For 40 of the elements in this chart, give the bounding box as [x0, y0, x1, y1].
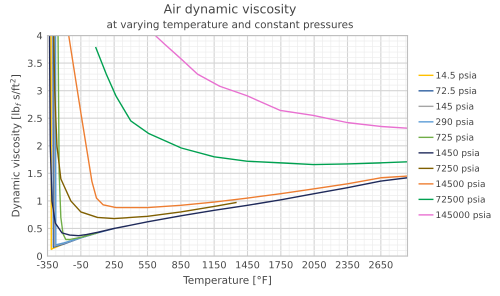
chart-subtitle: at varying temperature and constant pressures [107, 20, 353, 30]
y-tick-label: 0 [37, 252, 42, 260]
y-tick-label: 0.5 [28, 224, 42, 232]
y-tick-label: 1.5 [28, 170, 42, 178]
legend-label: 7250 psia [436, 164, 479, 174]
line-series [50, 36, 65, 250]
legend-label: 14500 psia [436, 180, 485, 189]
x-tick-label: -50 [73, 261, 88, 268]
y-tick-label: 3.5 [28, 60, 42, 67]
y-axis-title: Dynamic viscosity [lb$_{f}$ s/ft$^{2}$] [10, 75, 22, 216]
legend-label: 72500 psia [436, 196, 485, 204]
x-tick-label: 2350 [336, 261, 360, 268]
x-tick-label: 2650 [369, 261, 393, 268]
x-tick-label: -350 [36, 261, 58, 268]
legend-label: 290 psia [436, 118, 474, 127]
legend-label: 725 psia [436, 134, 474, 142]
x-tick-label: 550 [138, 261, 156, 268]
x-tick-label: 1750 [270, 261, 293, 268]
line-series [52, 36, 115, 248]
legend-label: 145 psia [436, 102, 474, 112]
x-tick-label: 850 [172, 261, 190, 268]
line-series [154, 36, 408, 129]
y-tick-label: 2.5 [28, 114, 42, 122]
x-tick-label: 1450 [236, 261, 260, 268]
chart-title: Air dynamic viscosity [164, 4, 296, 16]
y-tick-label: 3 [37, 87, 42, 94]
line-series [68, 36, 408, 208]
legend-label: 1450 psia [436, 149, 479, 158]
legend-label: 14.5 psia [436, 72, 476, 80]
x-tick-label: 1150 [202, 261, 226, 268]
line-series [53, 36, 237, 220]
legend-label: 145000 psia [436, 211, 490, 220]
x-axis-title: Temperature [°F] [183, 276, 271, 286]
x-tick-label: 250 [106, 261, 123, 268]
line-series [95, 46, 408, 166]
y-tick-label: 1 [38, 198, 42, 205]
y-tick-label: 4 [36, 32, 42, 40]
x-tick-label: 2050 [302, 261, 326, 268]
y-tick-label: 2 [37, 142, 42, 150]
legend-label: 72.5 psia [436, 87, 476, 96]
